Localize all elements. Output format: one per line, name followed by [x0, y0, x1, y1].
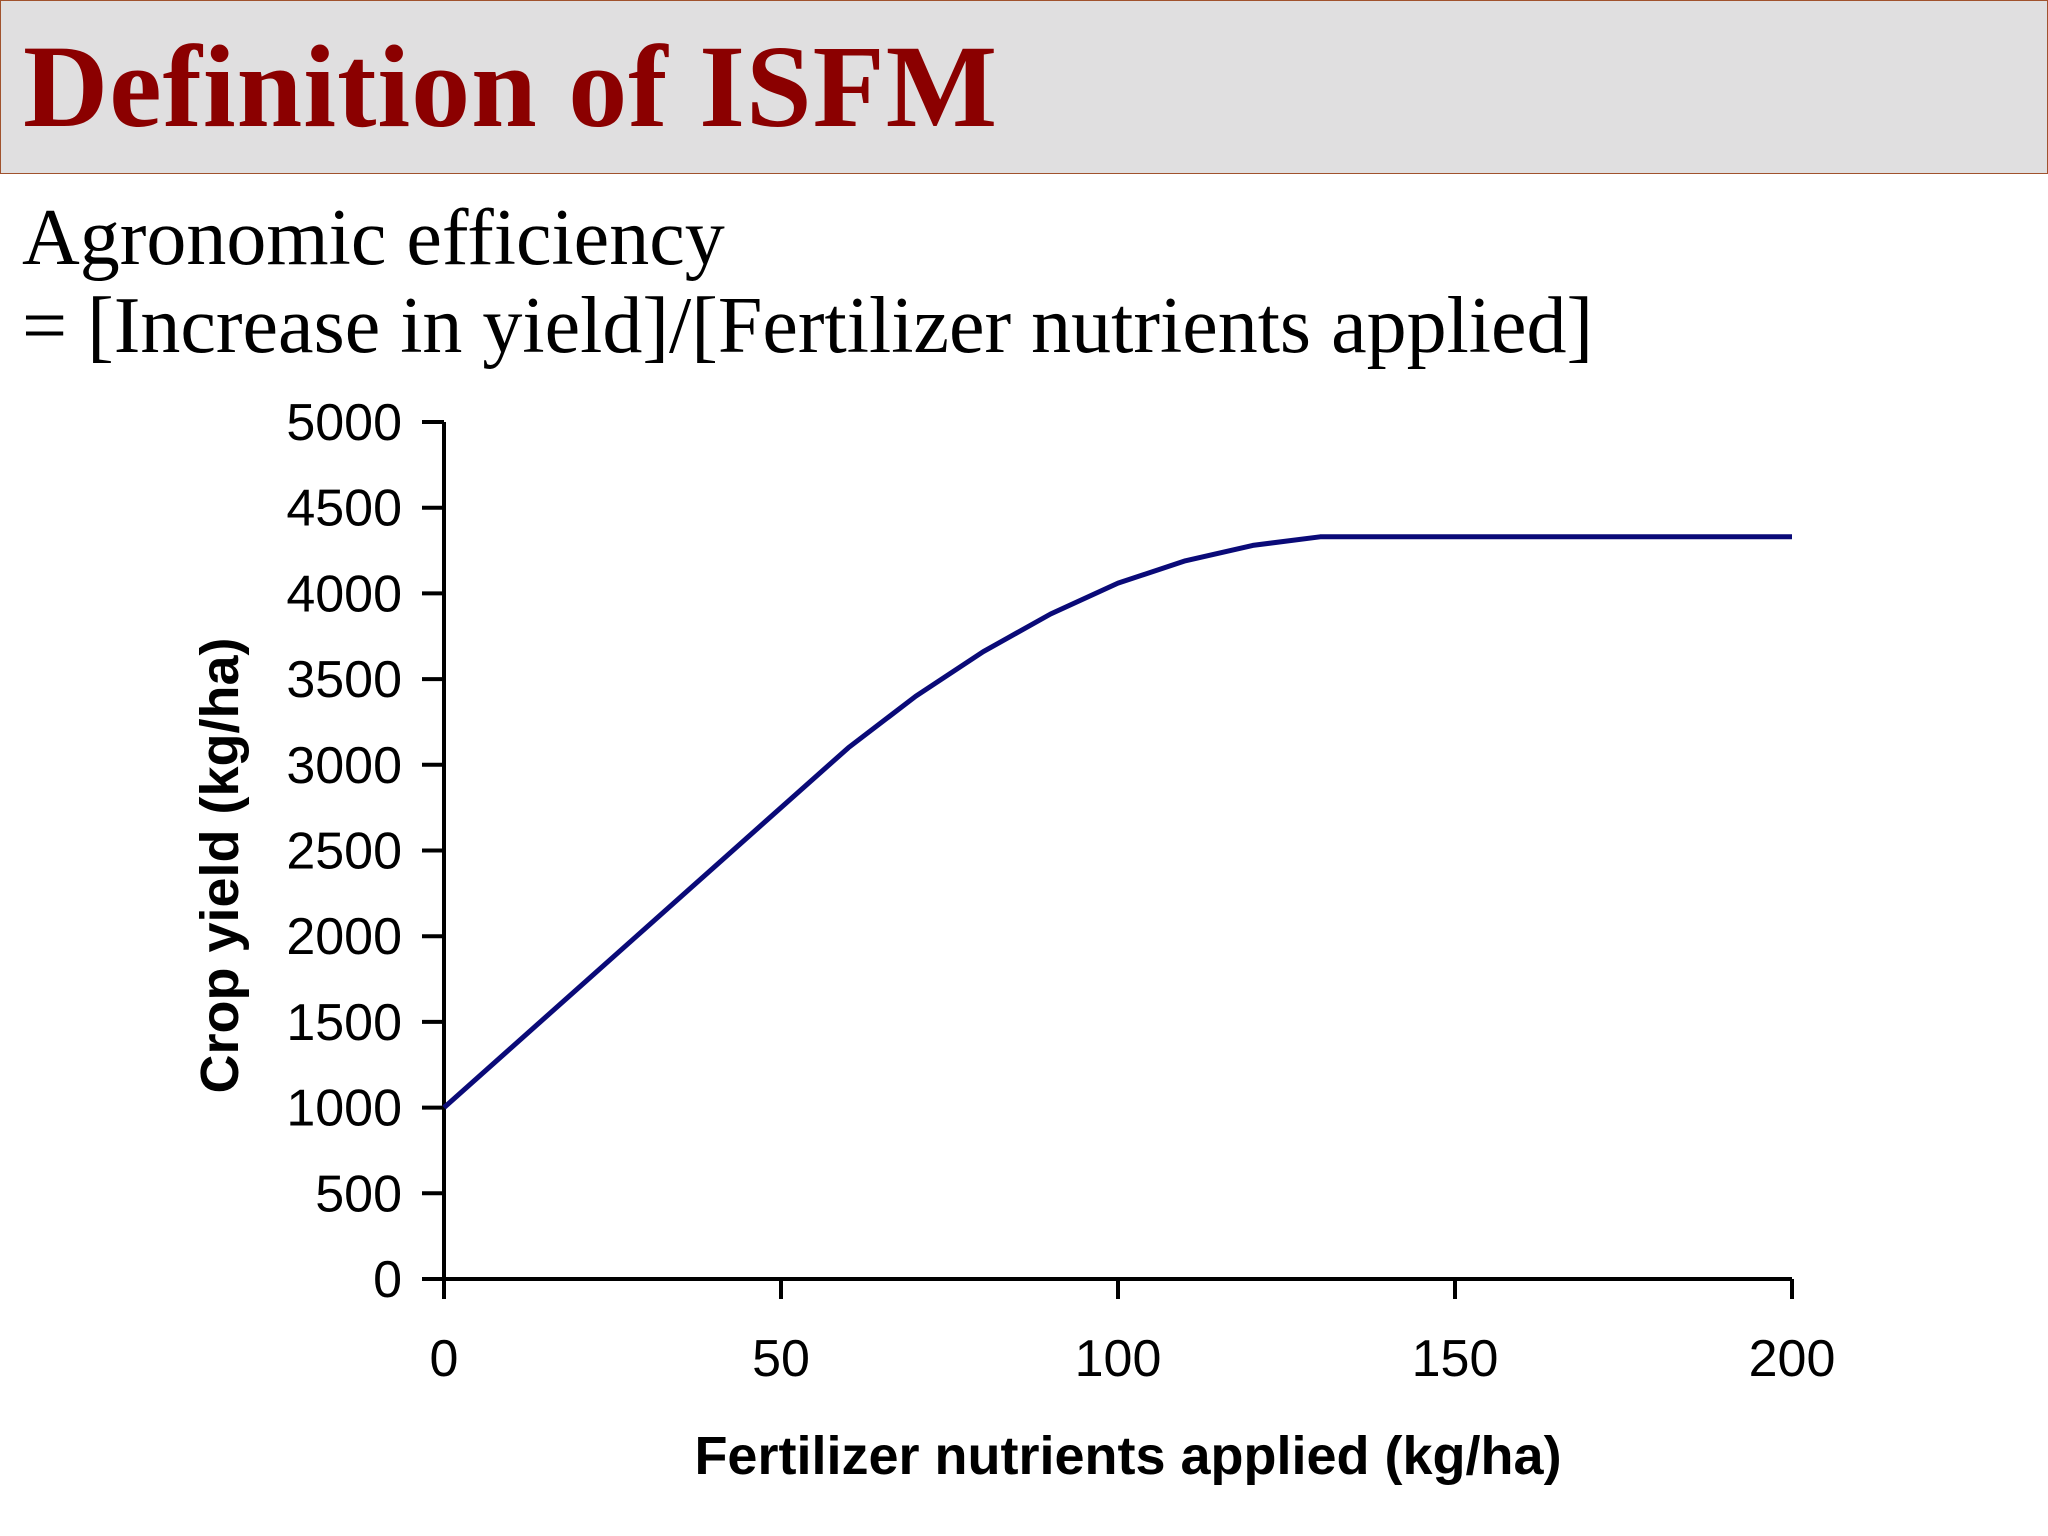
y-tick-label: 3000 — [286, 737, 402, 795]
x-axis-title: Fertilizer nutrients applied (kg/ha) — [694, 1426, 1561, 1486]
y-tick-label: 1000 — [286, 1080, 402, 1138]
x-axis-ticks: 0 50 100 150 200 — [430, 1279, 1836, 1388]
title-bar: Definition of ISFM — [0, 0, 2048, 174]
y-tick-label: 2000 — [286, 908, 402, 966]
x-tick-label: 150 — [1412, 1330, 1499, 1388]
y-axis-ticks: 0 500 1000 1500 2000 2500 3000 3500 4000 4500 5000 — [286, 394, 444, 1309]
page-title: Definition of ISFM — [23, 21, 999, 152]
y-tick-label: 4000 — [286, 565, 402, 623]
x-tick-label: 100 — [1075, 1330, 1162, 1388]
y-tick-label: 2500 — [286, 823, 402, 881]
x-tick-label: 50 — [752, 1330, 810, 1388]
formula-equation: = [Increase in yield]/[Fertilizer nutrie… — [22, 282, 1594, 370]
y-tick-label: 3500 — [286, 651, 402, 709]
y-tick-label: 1500 — [286, 994, 402, 1052]
y-axis-title: Crop yield (kg/ha) — [190, 637, 250, 1093]
series-line — [442, 534, 1792, 1110]
y-tick-label: 500 — [315, 1165, 402, 1223]
y-tick-label: 5000 — [286, 394, 402, 452]
formula-heading: Agronomic efficiency — [22, 194, 725, 282]
y-tick-label: 4500 — [286, 480, 402, 538]
x-tick-label: 0 — [430, 1330, 459, 1388]
x-tick-label: 200 — [1749, 1330, 1836, 1388]
y-tick-label: 0 — [373, 1251, 402, 1309]
